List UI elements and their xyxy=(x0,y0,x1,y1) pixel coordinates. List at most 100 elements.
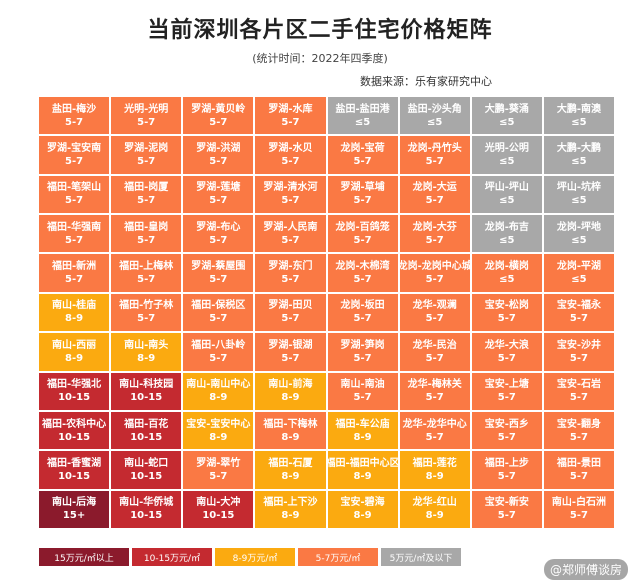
district-price: 10-15 xyxy=(202,510,235,522)
district-price: 5-7 xyxy=(497,313,516,325)
district-price: ≤5 xyxy=(571,274,587,286)
district-cell: 罗湖-蔡屋围 5-7 xyxy=(183,254,254,292)
district-cell: 大鹏-大鹏 ≤5 xyxy=(543,136,614,174)
district-cell: 宝安-上塘 5-7 xyxy=(471,372,542,410)
district-cell: 龙岗-龙岗中心城 5-7 xyxy=(399,254,470,292)
district-price: 8-9 xyxy=(281,470,300,482)
district-price: 5-7 xyxy=(281,116,300,128)
district-price: 8-9 xyxy=(281,392,300,404)
district-price: 5-7 xyxy=(137,313,156,325)
district-cell: 宝安-石岩 5-7 xyxy=(543,372,614,410)
district-price: 10-15 xyxy=(58,470,91,482)
district-price: 5-7 xyxy=(65,116,84,128)
district-name: 罗湖-泥岗 xyxy=(124,143,169,155)
district-price: 5-7 xyxy=(281,274,300,286)
district-price: 5-7 xyxy=(497,470,516,482)
district-cell: 南山-南山中心 8-9 xyxy=(183,372,254,410)
district-price: ≤5 xyxy=(499,274,515,286)
district-name: 龙岗-宝荷 xyxy=(340,143,385,155)
district-name: 福田-香蜜湖 xyxy=(46,457,102,469)
district-cell: 盐田-盐田港 ≤5 xyxy=(327,97,398,135)
district-price: 5-7 xyxy=(281,313,300,325)
district-cell: 福田-石厦 8-9 xyxy=(255,451,326,489)
district-price: ≤5 xyxy=(427,116,443,128)
district-cell: 罗湖-草埔 5-7 xyxy=(327,175,398,214)
district-price: 5-7 xyxy=(65,234,84,246)
district-price: 5-7 xyxy=(569,510,588,522)
district-cell: 盐田-沙头角 ≤5 xyxy=(399,97,470,135)
district-name: 福田-笔架山 xyxy=(46,182,102,194)
district-name: 龙岗-木棉湾 xyxy=(335,261,390,273)
legend-item: 5-7万元/㎡ xyxy=(298,548,378,566)
district-name: 盐田-梅沙 xyxy=(51,103,97,115)
district-cell: 龙岗-丹竹头 5-7 xyxy=(399,136,470,174)
district-cell: 龙岗-布吉 ≤5 xyxy=(471,215,542,253)
district-name: 南山-蛇口 xyxy=(124,457,169,469)
district-cell: 龙岗-大芬 5-7 xyxy=(399,215,470,253)
district-name: 南山-白石洲 xyxy=(551,497,607,509)
legend-item: 15万元/㎡以上 xyxy=(39,548,129,566)
district-name: 宝安-松岗 xyxy=(484,300,529,312)
district-price: 8-9 xyxy=(353,510,372,522)
district-name: 龙华-梅林关 xyxy=(407,379,462,391)
district-price: 5-7 xyxy=(425,156,444,168)
district-price: 5-7 xyxy=(353,195,372,207)
district-price: 15+ xyxy=(62,510,86,522)
district-price: 8-9 xyxy=(353,431,372,443)
district-name: 光明-光明 xyxy=(124,103,169,115)
district-name: 宝安-新安 xyxy=(484,497,529,509)
district-name: 盐田-沙头角 xyxy=(407,103,462,115)
district-price: 10-15 xyxy=(58,392,91,404)
district-cell: 福田-下梅林 8-9 xyxy=(255,411,326,450)
district-cell: 宝安-松岗 5-7 xyxy=(471,293,542,332)
district-name: 福田-保税区 xyxy=(191,300,246,312)
district-cell: 罗湖-莲塘 5-7 xyxy=(183,175,254,214)
district-cell: 龙岗-木棉湾 5-7 xyxy=(327,254,398,292)
district-name: 宝安-翻身 xyxy=(556,418,602,430)
district-cell: 龙华-梅林关 5-7 xyxy=(399,372,470,410)
district-price: 5-7 xyxy=(425,234,444,246)
district-name: 福田-车公庙 xyxy=(335,418,390,430)
district-price: ≤5 xyxy=(499,195,515,207)
district-price: 5-7 xyxy=(65,156,84,168)
district-price: 5-7 xyxy=(209,116,228,128)
district-cell: 罗湖-银湖 5-7 xyxy=(255,333,326,371)
district-name: 龙华-红山 xyxy=(412,497,457,509)
district-cell: 龙岗-大运 5-7 xyxy=(399,175,470,214)
district-price: 5-7 xyxy=(569,470,588,482)
district-name: 罗湖-东门 xyxy=(268,261,313,273)
district-price: 5-7 xyxy=(425,431,444,443)
district-name: 龙岗-横岗 xyxy=(484,261,529,273)
district-cell: 福田-华强北 10-15 xyxy=(39,372,110,410)
district-name: 龙华-龙华中心 xyxy=(402,418,467,430)
district-cell: 宝安-沙井 5-7 xyxy=(543,333,614,371)
district-cell: 南山-华侨城 10-15 xyxy=(111,490,182,528)
district-name: 福田-华强北 xyxy=(46,379,102,391)
district-name: 龙华-大浪 xyxy=(484,339,529,351)
district-price: 8-9 xyxy=(353,470,372,482)
district-name: 福田-新洲 xyxy=(51,261,97,273)
district-price: 5-7 xyxy=(353,352,372,364)
district-cell: 福田-莲花 8-9 xyxy=(399,451,470,489)
district-cell: 坪山-坑梓 ≤5 xyxy=(543,175,614,214)
district-price: 5-7 xyxy=(497,352,516,364)
district-name: 坪山-坑梓 xyxy=(556,182,602,194)
district-cell: 福田-上下沙 8-9 xyxy=(255,490,326,528)
district-cell: 龙岗-横岗 ≤5 xyxy=(471,254,542,292)
district-price: 5-7 xyxy=(497,510,516,522)
district-cell: 龙岗-坪地 ≤5 xyxy=(543,215,614,253)
district-price: 5-7 xyxy=(425,274,444,286)
district-name: 南山-华侨城 xyxy=(119,497,174,509)
district-name: 龙岗-布吉 xyxy=(484,221,529,233)
district-cell: 福田-新洲 5-7 xyxy=(39,254,110,292)
district-price: ≤5 xyxy=(499,116,515,128)
district-price: 5-7 xyxy=(353,234,372,246)
district-name: 罗湖-黄贝岭 xyxy=(191,103,246,115)
district-cell: 福田-景田 5-7 xyxy=(543,451,614,489)
district-cell: 宝安-翻身 5-7 xyxy=(543,411,614,450)
district-price: 5-7 xyxy=(425,392,444,404)
district-name: 龙岗-大运 xyxy=(412,182,457,194)
district-price: 5-7 xyxy=(281,352,300,364)
district-name: 罗湖-宝安南 xyxy=(46,143,102,155)
district-price: 5-7 xyxy=(281,156,300,168)
